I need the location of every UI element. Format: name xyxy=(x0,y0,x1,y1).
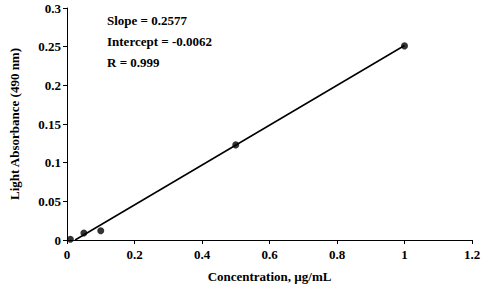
svg-text:1: 1 xyxy=(401,247,408,262)
svg-text:0: 0 xyxy=(64,247,71,262)
svg-text:0.15: 0.15 xyxy=(38,117,61,132)
svg-text:0.2: 0.2 xyxy=(45,78,61,93)
svg-text:Concentration, µg/mL: Concentration, µg/mL xyxy=(208,269,332,284)
svg-text:1.2: 1.2 xyxy=(464,247,480,262)
svg-text:0.6: 0.6 xyxy=(261,247,278,262)
svg-text:0.05: 0.05 xyxy=(38,194,61,209)
svg-text:R = 0.999: R = 0.999 xyxy=(107,55,160,70)
svg-text:Slope = 0.2577: Slope = 0.2577 xyxy=(107,13,187,28)
svg-text:0: 0 xyxy=(55,233,62,248)
svg-text:0.25: 0.25 xyxy=(38,39,61,54)
svg-text:0.8: 0.8 xyxy=(329,247,346,262)
svg-text:0.4: 0.4 xyxy=(194,247,211,262)
svg-text:0.3: 0.3 xyxy=(45,1,62,16)
svg-text:Light Absorbance (490 nm): Light Absorbance (490 nm) xyxy=(7,48,22,200)
svg-text:0.1: 0.1 xyxy=(45,155,61,170)
svg-text:0.2: 0.2 xyxy=(126,247,142,262)
svg-text:Intercept = -0.0062: Intercept = -0.0062 xyxy=(107,34,212,49)
